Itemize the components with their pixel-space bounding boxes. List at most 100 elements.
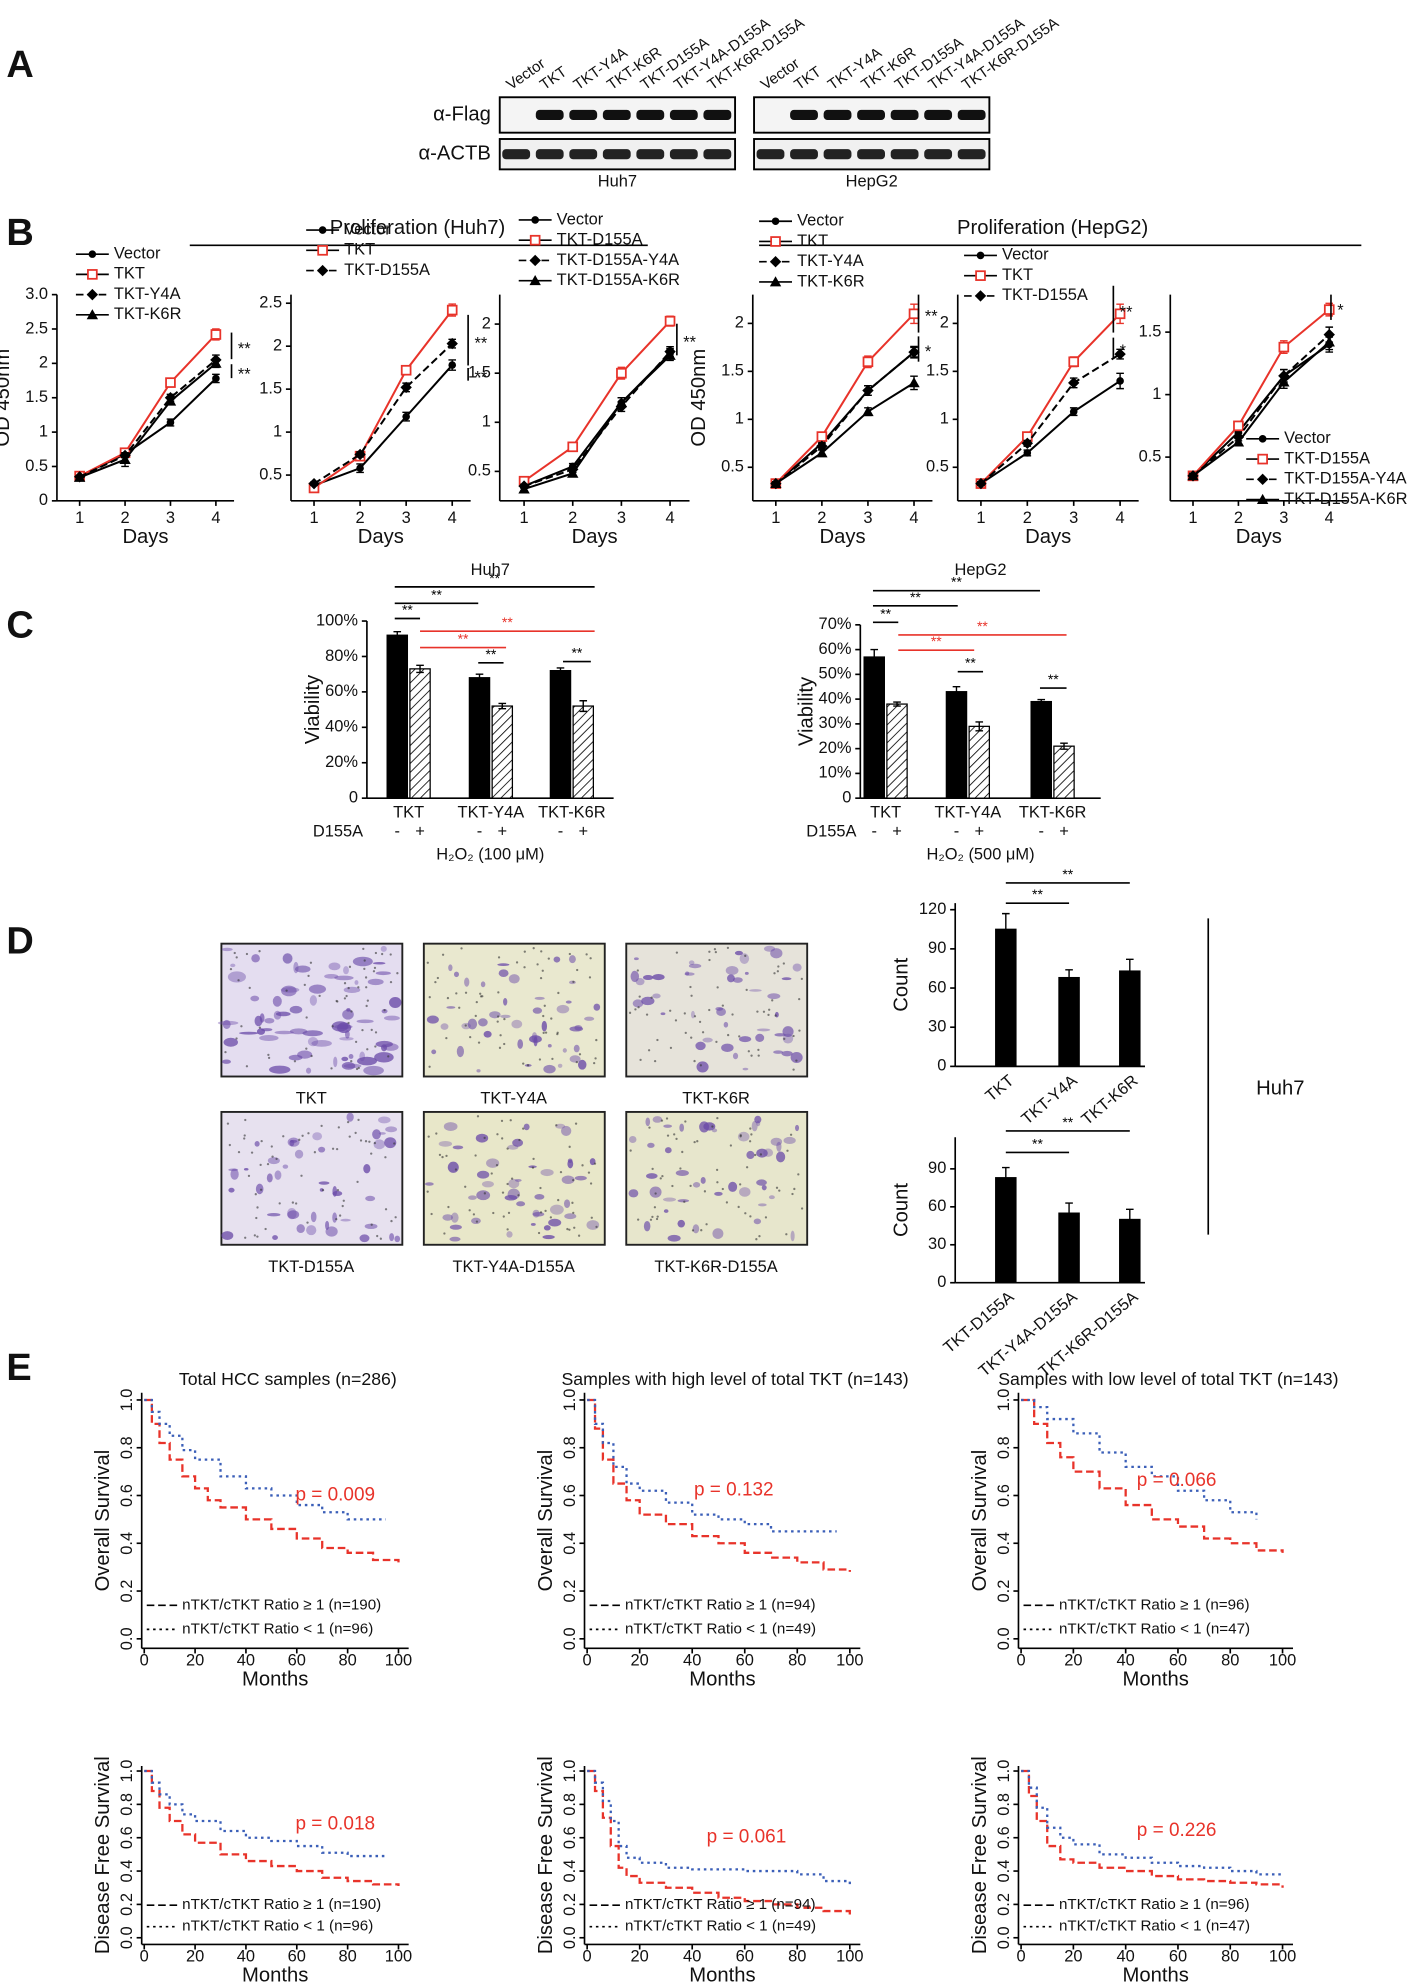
y-tick-label: 100% [316, 611, 358, 629]
cell-line-label: HepG2 [846, 172, 898, 190]
legend-label: nTKT/cTKT Ratio < 1 (n=96) [182, 1620, 373, 1637]
cell [649, 1186, 662, 1198]
cell [790, 1230, 795, 1242]
cell [770, 1137, 783, 1146]
marker [567, 467, 579, 478]
cell [561, 1125, 572, 1136]
x-tick-label: 0 [140, 1947, 149, 1965]
x-tick-label: 60 [288, 1947, 306, 1965]
pore [689, 985, 692, 989]
cell [475, 1133, 489, 1143]
pore [727, 1033, 730, 1037]
pore [335, 1218, 338, 1221]
cell [227, 971, 246, 983]
cell [749, 989, 762, 992]
pore [243, 1137, 246, 1140]
survival-curve [587, 1398, 837, 1533]
pore [778, 1189, 781, 1192]
pore [430, 1212, 433, 1216]
pore [566, 1227, 569, 1231]
pore [483, 1192, 486, 1195]
cell [663, 1124, 673, 1128]
cell [763, 945, 776, 952]
pore [532, 1157, 535, 1160]
y-tick-label: 1.5 [25, 388, 48, 406]
cell [702, 1037, 713, 1043]
pore [330, 1067, 333, 1070]
pore [745, 1166, 749, 1169]
y-tick-label: 60 [928, 1197, 946, 1215]
pore [651, 1215, 654, 1219]
x-tick-label: 40 [1117, 1947, 1135, 1965]
y-tick-label: 1.5 [1139, 322, 1162, 340]
cell [568, 955, 576, 964]
y-tick-label: 0.2 [118, 1580, 136, 1603]
significance-label: ** [1062, 866, 1073, 882]
y-tick-label: 90 [928, 939, 946, 957]
x-axis-label: Months [242, 1668, 308, 1690]
marker [664, 349, 676, 360]
pore [649, 1218, 653, 1221]
cell [790, 1052, 803, 1063]
cell [768, 1195, 775, 1200]
pore [542, 1031, 545, 1035]
cell [700, 1176, 706, 1184]
cell [652, 1116, 663, 1123]
cell [781, 977, 792, 981]
pore [229, 967, 233, 971]
cell [688, 960, 695, 966]
cell [628, 1135, 637, 1144]
y-tick-label: 0.8 [995, 1793, 1013, 1816]
pore [366, 1048, 369, 1051]
pore [464, 991, 468, 994]
x-tick-label: 40 [1117, 1651, 1135, 1669]
significance-label: ** [238, 340, 251, 358]
pore [343, 982, 347, 985]
marker [1116, 377, 1124, 385]
x-tick-label: 3 [617, 509, 626, 527]
group-sign: + [1059, 823, 1069, 841]
pore [237, 1150, 241, 1154]
panel-label: B [6, 212, 33, 254]
cell [569, 1026, 584, 1032]
cell [266, 1173, 273, 1183]
pore [661, 1175, 664, 1178]
pore [522, 1127, 525, 1130]
marker [1023, 449, 1032, 457]
y-tick-label: 60% [819, 640, 852, 658]
band [957, 109, 986, 121]
pore [549, 1216, 552, 1219]
group-title: Proliferation (Huh7) [330, 217, 505, 239]
panel-label: E [6, 1347, 31, 1389]
bar [1053, 745, 1075, 799]
pore [357, 1066, 360, 1070]
x-axis-label: Days [122, 526, 168, 548]
y-tick-label: 1 [1152, 385, 1161, 403]
pore [574, 1122, 578, 1125]
marker [908, 346, 920, 358]
y-tick-label: 0.6 [561, 1484, 579, 1507]
cell [641, 996, 655, 1006]
pore [782, 962, 785, 965]
cell [325, 1226, 338, 1237]
y-axis-label: Overall Survival [969, 1450, 991, 1592]
cell [548, 1218, 562, 1227]
cell [288, 1054, 303, 1061]
marker [448, 361, 457, 369]
pore [572, 1211, 575, 1214]
series-line [79, 359, 217, 478]
marker [1187, 470, 1199, 481]
pore [654, 1192, 657, 1195]
pore [785, 1233, 788, 1236]
y-tick-label: 1 [940, 410, 949, 428]
pore [483, 1136, 486, 1140]
pore [744, 954, 747, 957]
pore [699, 1064, 703, 1067]
cell [549, 1204, 564, 1215]
x-tick-label: 2 [120, 509, 129, 527]
pore [568, 1145, 571, 1148]
pore [348, 965, 352, 968]
band [535, 149, 564, 160]
pore [726, 946, 730, 949]
cell [443, 1122, 458, 1131]
